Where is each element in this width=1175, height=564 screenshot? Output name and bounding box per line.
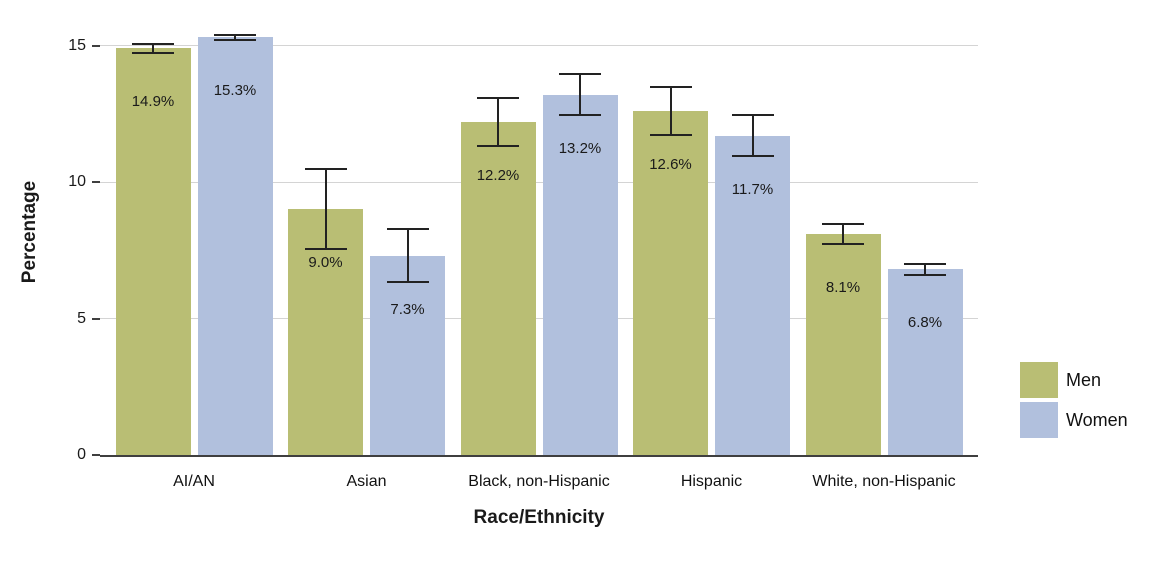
error-bar-stem bbox=[406, 230, 409, 282]
bar-group-ai-an: 14.9% 15.3% AI/AN bbox=[115, 10, 273, 490]
legend: Men Women bbox=[1020, 362, 1128, 438]
error-bar bbox=[649, 86, 692, 136]
gridline-5 bbox=[100, 318, 978, 319]
x-axis-title: Race/Ethnicity bbox=[473, 507, 605, 528]
error-bar bbox=[822, 222, 864, 245]
error-bar bbox=[477, 97, 519, 147]
bar-value-label: 15.3% bbox=[213, 82, 257, 100]
plot-area: 0 5 10 15 14.9% 15.3% AI/AN 9.0% 7.3% Asian 12.2% 1… bbox=[68, 10, 978, 490]
x-category-label-ai-an: AI/AN bbox=[173, 473, 215, 490]
error-bar bbox=[214, 34, 256, 41]
bar-women-black-non-hispanic: 13.2% bbox=[542, 72, 618, 455]
y-tick-mark-15 bbox=[92, 44, 100, 47]
y-tick-label-5: 5 bbox=[77, 309, 86, 327]
bar-men-black-non-hispanic: 12.2% bbox=[460, 97, 536, 455]
error-bar bbox=[731, 113, 774, 158]
error-bar bbox=[304, 168, 347, 251]
bar-value-label: 11.7% bbox=[731, 180, 774, 198]
y-tick-mark-10 bbox=[92, 181, 100, 183]
bar-value-label: 12.6% bbox=[649, 156, 692, 174]
error-bar bbox=[559, 72, 601, 117]
bar-men-white-non-hispanic: 8.1% bbox=[805, 222, 881, 455]
legend-item-women: Women bbox=[1020, 402, 1128, 438]
bar-value-label: 7.3% bbox=[390, 300, 425, 318]
bar-men-ai-an: 14.9% bbox=[115, 42, 191, 455]
error-bar-stem bbox=[842, 224, 844, 243]
error-bar-stem bbox=[234, 36, 236, 39]
error-bar-stem bbox=[751, 115, 754, 156]
error-bar bbox=[386, 228, 429, 284]
x-category-label-white-non-hispanic: White, non-Hispanic bbox=[812, 473, 956, 490]
gridline-15 bbox=[100, 45, 978, 46]
error-bar-stem bbox=[579, 74, 581, 115]
y-tick-mark-5 bbox=[92, 317, 100, 320]
x-category-label-asian: Asian bbox=[346, 473, 387, 490]
bar-value-label: 8.1% bbox=[825, 278, 861, 296]
legend-item-men: Men bbox=[1020, 362, 1128, 398]
bar-women-asian: 7.3% bbox=[370, 228, 445, 455]
x-category-label-hispanic: Hispanic bbox=[680, 473, 743, 490]
bar-group-white-non-hispanic: 8.1% 6.8% White, non-Hispanic bbox=[805, 10, 963, 490]
error-bar bbox=[132, 42, 174, 54]
bar-men-asian: 9.0% bbox=[288, 168, 363, 455]
bar-group-black-non-hispanic: 12.2% 13.2% Black, non-Hispanic bbox=[460, 10, 618, 490]
legend-swatch-men bbox=[1020, 362, 1058, 398]
bar-value-label: 14.9% bbox=[131, 93, 175, 111]
legend-swatch-women bbox=[1020, 402, 1058, 438]
gridline-10 bbox=[100, 181, 978, 183]
bar-women-hispanic: 11.7% bbox=[715, 113, 790, 455]
error-bar-stem bbox=[669, 88, 672, 134]
legend-label-men: Men bbox=[1066, 369, 1102, 390]
bar-women-ai-an: 15.3% bbox=[197, 34, 273, 455]
y-tick-mark-0 bbox=[92, 454, 100, 456]
y-axis-title: Percentage bbox=[19, 180, 40, 284]
bar-group-asian: 9.0% 7.3% Asian bbox=[288, 10, 445, 490]
bar-value-label: 13.2% bbox=[558, 139, 602, 157]
bar-women-white-non-hispanic: 6.8% bbox=[887, 262, 963, 455]
bar-value-label: 9.0% bbox=[308, 254, 343, 272]
bar-value-label: 12.2% bbox=[476, 166, 520, 184]
error-bar-stem bbox=[324, 170, 327, 249]
error-bar-stem bbox=[497, 99, 499, 145]
y-tick-label-0: 0 bbox=[77, 446, 86, 463]
error-bar-stem bbox=[924, 264, 926, 275]
bar-men-hispanic: 12.6% bbox=[633, 86, 708, 455]
y-tick-label-15: 15 bbox=[68, 36, 86, 54]
bar-group-hispanic: 12.6% 11.7% Hispanic bbox=[633, 10, 790, 490]
error-bar-stem bbox=[152, 44, 154, 52]
y-tick-label-10: 10 bbox=[68, 173, 86, 190]
error-bar bbox=[904, 262, 946, 277]
x-category-label-black-non-hispanic: Black, non-Hispanic bbox=[468, 473, 610, 490]
legend-label-women: Women bbox=[1066, 409, 1128, 430]
bar-value-label: 6.8% bbox=[907, 314, 943, 332]
